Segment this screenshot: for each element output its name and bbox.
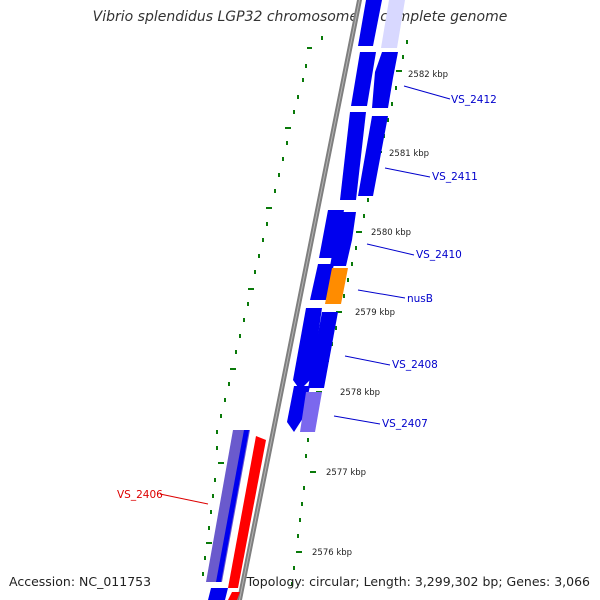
scale-label: 2578 kbp — [340, 388, 380, 398]
outer-tick-track — [202, 36, 323, 576]
gene-block — [340, 112, 366, 200]
gene-block — [358, 116, 388, 196]
gene-label: VS_2410 — [416, 249, 462, 261]
gene-block — [228, 592, 240, 600]
gene-block — [381, 0, 405, 48]
scale-label: 2580 kbp — [371, 228, 411, 238]
topology-text: Topology: circular; Length: 3,299,302 bp… — [246, 574, 590, 589]
scale-label: 2576 kbp — [312, 548, 352, 558]
scale-label: 2581 kbp — [389, 149, 429, 159]
gene-label: VS_2406 — [117, 489, 163, 501]
gene-block — [325, 268, 348, 304]
plus-strand-genes — [228, 0, 405, 600]
gene-label: nusB — [407, 293, 433, 305]
label-leaders — [159, 85, 451, 505]
gene-block — [300, 392, 322, 432]
scale-labels: 2582 kbp 2581 kbp 2580 kbp 2579 kbp 2578… — [312, 70, 448, 558]
accession-text: Accession: NC_011753 — [9, 574, 152, 589]
gene-block — [372, 52, 398, 108]
gene-block — [287, 386, 310, 432]
gene-block — [358, 0, 382, 46]
scale-label: 2577 kbp — [326, 468, 366, 478]
gene-block — [228, 436, 266, 588]
gene-block — [330, 212, 356, 266]
gene-block — [319, 210, 344, 258]
gene-block — [293, 308, 322, 390]
gene-block — [308, 312, 338, 388]
gene-block — [208, 588, 228, 600]
scale-label: 2582 kbp — [408, 70, 448, 80]
scale-label: 2579 kbp — [355, 308, 395, 318]
map-title: Vibrio splendidus LGP32 chromosome 1, co… — [92, 9, 508, 25]
gene-labels: VS_2412 VS_2411 VS_2410 nusB VS_2408 VS_… — [117, 94, 497, 501]
minus-strand-genes — [206, 0, 382, 600]
gene-block — [216, 430, 249, 582]
gene-label: VS_2408 — [392, 359, 438, 371]
chromosome-backbone — [237, 0, 362, 600]
gene-block — [351, 52, 376, 106]
gene-label: VS_2412 — [451, 94, 497, 106]
gene-label: VS_2407 — [382, 418, 428, 430]
gene-label: VS_2411 — [432, 171, 478, 183]
